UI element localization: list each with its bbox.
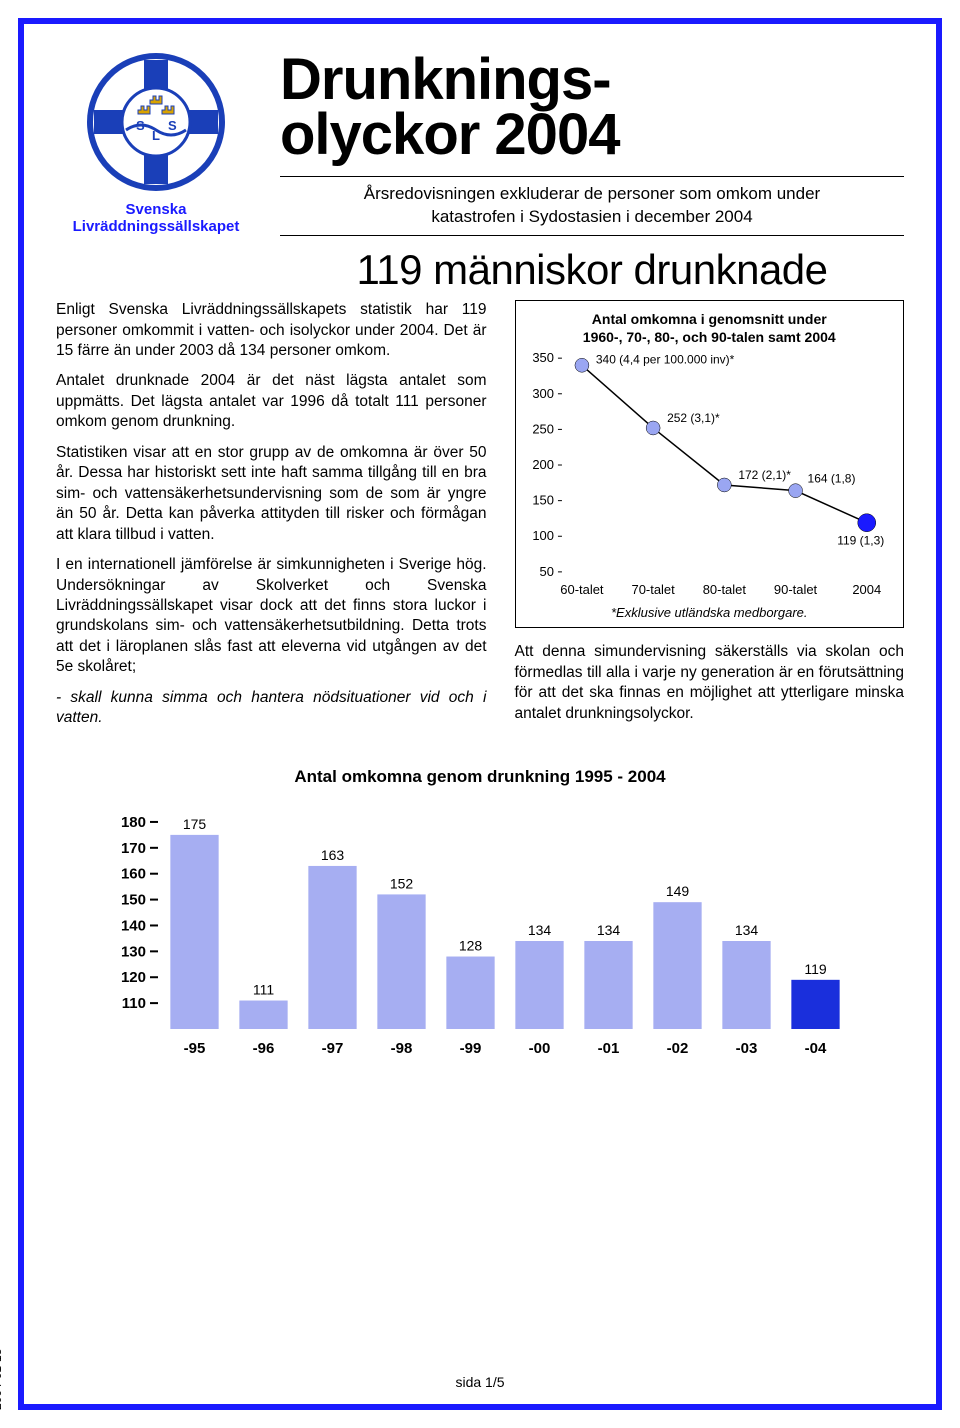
svg-text:-02: -02	[667, 1040, 689, 1057]
line-chart-title-l2: 1960-, 70-, 80-, och 90-talen samt 2004	[583, 329, 836, 345]
svg-text:60-talet: 60-talet	[560, 582, 604, 597]
paragraph-4b: - skall kunna simma och hantera nödsitua…	[56, 688, 487, 729]
svg-text:L: L	[152, 128, 160, 143]
org-name-line1: Svenska	[126, 201, 187, 218]
line-chart-title: Antal omkomna i genomsnitt under 1960-, …	[520, 311, 900, 346]
svg-text:150: 150	[121, 891, 146, 908]
subtitle-line1: Årsredovisningen exkluderar de personer …	[364, 184, 820, 203]
svg-text:164 (1,8): 164 (1,8)	[807, 472, 855, 486]
svg-text:160: 160	[121, 865, 146, 882]
svg-text:-95: -95	[184, 1040, 206, 1057]
svg-text:163: 163	[321, 847, 345, 863]
svg-text:300: 300	[532, 386, 554, 401]
svg-text:50: 50	[539, 564, 553, 579]
svg-text:90-talet: 90-talet	[773, 582, 817, 597]
bar-chart-block: Antal omkomna genom drunkning 1995 - 200…	[56, 767, 904, 1059]
title-block: Drunknings- olyckor 2004 Årsredovisninge…	[280, 52, 904, 300]
svg-text:252 (3,1)*: 252 (3,1)*	[667, 411, 720, 425]
svg-text:111: 111	[253, 981, 274, 997]
line-chart: Antal omkomna i genomsnitt under 1960-, …	[515, 300, 905, 628]
svg-text:250: 250	[532, 421, 554, 436]
svg-text:-04: -04	[805, 1040, 827, 1057]
main-title: Drunknings- olyckor 2004	[280, 52, 904, 162]
svg-text:-96: -96	[253, 1040, 275, 1057]
right-paragraph: Att denna simundervisning säkerställs vi…	[515, 642, 905, 724]
svg-text:120: 120	[121, 969, 146, 986]
svg-text:S: S	[168, 118, 177, 133]
svg-text:-03: -03	[736, 1040, 758, 1057]
paragraph-3: Statistiken visar att en stor grupp av d…	[56, 443, 487, 545]
svg-text:350: 350	[532, 352, 554, 365]
svg-text:134: 134	[735, 922, 759, 938]
header: S L S Svenska Livräddningssällskapet Dru…	[56, 52, 904, 300]
svg-text:140: 140	[121, 917, 146, 934]
svg-text:128: 128	[459, 937, 483, 953]
svg-text:119: 119	[804, 960, 827, 976]
svg-text:150: 150	[532, 493, 554, 508]
svg-text:-00: -00	[529, 1040, 551, 1057]
paragraph-1: Enligt Svenska Livräddningssällskapets s…	[56, 300, 487, 361]
svg-text:80-talet: 80-talet	[702, 582, 746, 597]
line-chart-svg: 350 300 250 200 150 100 50 340 (4,4 per 100.000…	[520, 352, 900, 602]
svg-text:200: 200	[532, 457, 554, 472]
paragraph-2: Antalet drunknade 2004 är det näst lägst…	[56, 371, 487, 432]
svg-text:70-talet: 70-talet	[631, 582, 675, 597]
svg-text:170: 170	[121, 839, 146, 856]
svg-text:180: 180	[121, 814, 146, 831]
bar-chart-svg: 180 170 160 150 140 130 120 110 175 -95 111 -96 163 -…	[100, 799, 860, 1059]
two-columns: Enligt Svenska Livräddningssällskapets s…	[56, 300, 904, 739]
svg-text:175: 175	[183, 816, 207, 832]
svg-text:-99: -99	[460, 1040, 482, 1057]
bar-chart-title: Antal omkomna genom drunkning 1995 - 200…	[56, 767, 904, 787]
svg-text:340 (4,4 per 100.000 inv)*: 340 (4,4 per 100.000 inv)*	[595, 352, 734, 366]
line-chart-title-l1: Antal omkomna i genomsnitt under	[592, 311, 827, 327]
line-chart-footnote: *Exklusive utländska medborgare.	[520, 604, 900, 621]
title-line2: olyckor 2004	[280, 102, 619, 167]
page-frame: S L S Svenska Livräddningssällskapet Dru…	[18, 18, 942, 1410]
svg-text:119 (1,3): 119 (1,3)	[837, 534, 884, 548]
subtitle: Årsredovisningen exkluderar de personer …	[280, 176, 904, 236]
svg-text:S: S	[136, 118, 145, 133]
svg-text:149: 149	[666, 883, 690, 899]
print-date: 2004-01-13	[0, 1349, 4, 1410]
svg-text:100: 100	[532, 528, 554, 543]
svg-text:-97: -97	[322, 1040, 344, 1057]
svg-text:-98: -98	[391, 1040, 413, 1057]
svg-text:134: 134	[528, 922, 552, 938]
left-column: Enligt Svenska Livräddningssällskapets s…	[56, 300, 487, 739]
svg-text:130: 130	[121, 943, 146, 960]
svg-text:134: 134	[597, 922, 621, 938]
paragraph-4a: I en internationell jämförelse är simkun…	[56, 555, 487, 678]
org-name-line2: Livräddningssällskapet	[73, 218, 240, 235]
headline: 119 människor drunknade	[280, 246, 904, 294]
svg-text:2004: 2004	[852, 582, 881, 597]
page-footer: sida 1/5	[24, 1374, 936, 1390]
svg-text:110: 110	[122, 995, 146, 1012]
logo-block: S L S Svenska Livräddningssällskapet	[56, 52, 256, 236]
subtitle-line2: katastrofen i Sydostasien i december 200…	[431, 207, 752, 226]
svg-text:-01: -01	[598, 1040, 620, 1057]
svg-text:172 (2,1)*: 172 (2,1)*	[738, 468, 791, 482]
sls-logo-icon: S L S	[86, 52, 226, 192]
org-name: Svenska Livräddningssällskapet	[56, 201, 256, 236]
right-column: Antal omkomna i genomsnitt under 1960-, …	[515, 300, 905, 739]
svg-text:152: 152	[390, 875, 414, 891]
